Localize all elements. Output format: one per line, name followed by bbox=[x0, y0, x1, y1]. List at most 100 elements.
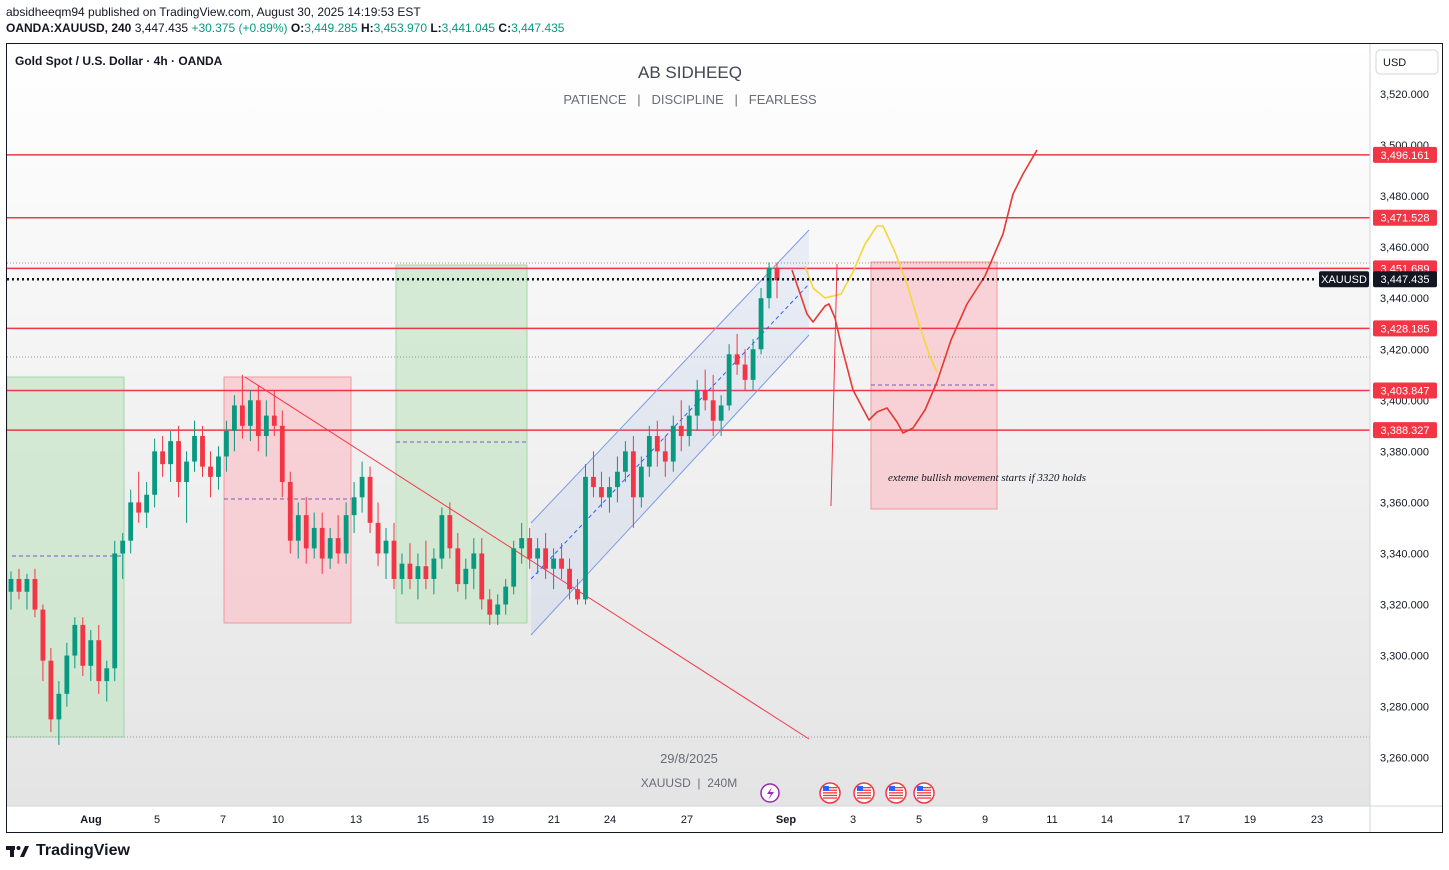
time-tick-label: 21 bbox=[548, 814, 560, 826]
candle-body bbox=[654, 436, 660, 452]
candle-body bbox=[543, 548, 549, 569]
candle-body bbox=[287, 481, 293, 541]
price-tick-label: 3,300.000 bbox=[1380, 651, 1429, 663]
flag-canton bbox=[917, 786, 923, 791]
candle-body bbox=[399, 563, 405, 579]
candle-body bbox=[503, 586, 509, 605]
candle-body bbox=[224, 430, 229, 457]
us-flag-event-icon[interactable] bbox=[913, 782, 935, 804]
candle-body bbox=[48, 660, 54, 720]
candle-body bbox=[591, 476, 596, 488]
time-tick-label: Aug bbox=[80, 814, 101, 826]
price-tick-label: 3,520.000 bbox=[1380, 89, 1429, 101]
candle-body bbox=[742, 364, 748, 380]
candle-body bbox=[279, 425, 285, 482]
candle bbox=[120, 533, 126, 579]
candle-body bbox=[567, 568, 572, 590]
candle bbox=[327, 527, 333, 569]
candle bbox=[670, 415, 676, 472]
flag-stripe bbox=[889, 789, 903, 791]
candle-body bbox=[208, 466, 213, 477]
candle-body bbox=[750, 349, 756, 380]
candle-body bbox=[128, 502, 134, 541]
candle-body bbox=[80, 624, 86, 666]
red-projection-path bbox=[791, 149, 1038, 434]
candle-body bbox=[630, 451, 636, 498]
candle bbox=[527, 527, 533, 569]
flag-stripe bbox=[889, 797, 903, 799]
level-label-text: 3,428.185 bbox=[1381, 323, 1430, 335]
candle bbox=[224, 420, 229, 472]
candle bbox=[479, 538, 485, 610]
price-tick-label: 3,460.000 bbox=[1380, 242, 1429, 254]
low-label: L: bbox=[430, 21, 442, 35]
candle-body bbox=[495, 604, 501, 615]
price-tick-label: 3,260.000 bbox=[1380, 753, 1429, 765]
candle-body bbox=[487, 599, 493, 615]
flag-stripe bbox=[889, 787, 903, 789]
us-flag-event-icon[interactable] bbox=[853, 782, 875, 804]
candle bbox=[383, 527, 389, 579]
level-label-bg bbox=[1373, 209, 1437, 226]
candle-body bbox=[670, 425, 676, 462]
candle bbox=[567, 558, 572, 600]
candle-body bbox=[343, 515, 349, 554]
candle bbox=[750, 339, 756, 391]
candle bbox=[64, 642, 70, 707]
candle bbox=[686, 405, 692, 447]
close-value: 3,447.435 bbox=[511, 21, 565, 35]
candle-body bbox=[766, 267, 772, 299]
candle-body bbox=[662, 451, 668, 462]
lightning-event-icon[interactable] bbox=[760, 783, 780, 803]
candle bbox=[16, 568, 22, 600]
flag-canton bbox=[823, 786, 829, 791]
candle bbox=[591, 451, 596, 498]
candle bbox=[144, 481, 150, 528]
time-tick-label: 13 bbox=[350, 814, 362, 826]
candle bbox=[319, 512, 325, 574]
candle bbox=[263, 400, 269, 457]
chart-frame[interactable]: 3,260.000 3,280.000 3,300.000 3,320.000 3,34… bbox=[6, 43, 1443, 833]
flag-stripe bbox=[857, 792, 871, 794]
candle bbox=[247, 390, 253, 442]
candle-body bbox=[263, 415, 269, 437]
footer-brand: TradingView bbox=[6, 842, 130, 860]
us-flag-event-icon[interactable] bbox=[819, 782, 841, 804]
candle-body bbox=[678, 425, 684, 437]
candle bbox=[710, 374, 716, 437]
candle-body bbox=[88, 640, 94, 666]
candle bbox=[72, 617, 78, 669]
candle bbox=[742, 349, 748, 391]
flag-stripe bbox=[917, 794, 931, 797]
candle-body bbox=[335, 538, 341, 554]
us-flag-event-icon[interactable] bbox=[885, 782, 907, 804]
close-label: C: bbox=[498, 21, 512, 35]
candle bbox=[128, 489, 134, 554]
time-tick-label: 7 bbox=[220, 814, 226, 826]
time-tick-label: 19 bbox=[1244, 814, 1256, 826]
level-label-bg bbox=[1373, 422, 1437, 439]
candle bbox=[96, 624, 102, 694]
candle-body bbox=[551, 558, 556, 569]
time-tick-label: 14 bbox=[1101, 814, 1113, 826]
last-price-bg bbox=[1373, 271, 1437, 288]
candle-body bbox=[431, 558, 437, 579]
candle bbox=[192, 420, 197, 472]
price-change: +30.375 (+0.89%) bbox=[191, 21, 288, 35]
candle-body bbox=[40, 609, 46, 661]
time-tick-label: 3 bbox=[850, 814, 856, 826]
candle-body bbox=[16, 578, 22, 592]
candle-body bbox=[72, 624, 78, 656]
candle bbox=[287, 471, 293, 554]
flag-stripe bbox=[823, 787, 837, 789]
candle-body bbox=[774, 267, 780, 281]
flag-stripe bbox=[917, 797, 931, 799]
last-price-text: 3,447.435 bbox=[1381, 274, 1430, 286]
candle bbox=[279, 410, 285, 498]
price-tick-label: 3,440.000 bbox=[1380, 293, 1429, 305]
candle-body bbox=[247, 400, 253, 426]
candle bbox=[615, 456, 620, 503]
chart-canvas[interactable]: 3,260.000 3,280.000 3,300.000 3,320.000 3,34… bbox=[7, 44, 1442, 832]
currency-button[interactable]: USD bbox=[1375, 49, 1439, 75]
watermark-title: AB SIDHEEQ bbox=[638, 63, 742, 82]
